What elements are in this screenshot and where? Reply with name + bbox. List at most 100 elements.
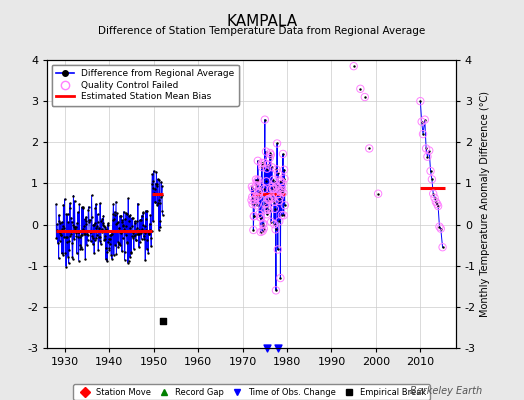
Point [114, 244, 123, 251]
Point [149, 218, 157, 224]
Point [130, 218, 139, 225]
Point [280, 175, 289, 182]
Point [271, 226, 280, 233]
Point [144, 250, 152, 256]
Point [250, 197, 259, 203]
Point [55, 212, 63, 218]
Point [101, 233, 109, 240]
Point [149, 168, 158, 174]
Point [78, 232, 86, 238]
Point [93, 211, 102, 218]
Point [148, 171, 157, 178]
Point [255, 192, 263, 199]
Point [257, 229, 265, 235]
Point [252, 183, 260, 190]
Point [261, 207, 270, 213]
Point [254, 158, 262, 164]
Point [127, 250, 135, 256]
Point [258, 228, 267, 234]
Point [90, 222, 98, 228]
Point [278, 185, 287, 191]
Point [435, 224, 444, 230]
Point [143, 208, 151, 214]
Point [273, 191, 281, 198]
Point [68, 239, 76, 246]
Point [254, 190, 263, 197]
Point [278, 180, 287, 186]
Point [57, 231, 66, 238]
Point [123, 239, 131, 246]
Point [98, 229, 106, 235]
Point [75, 229, 83, 236]
Point [139, 209, 147, 216]
Point [428, 176, 436, 182]
Point [81, 255, 90, 262]
Point [279, 212, 288, 218]
Point [279, 190, 288, 196]
Point [77, 244, 85, 250]
Point [64, 253, 72, 260]
Point [138, 221, 147, 228]
Point [118, 235, 127, 242]
Point [154, 200, 162, 206]
Point [133, 230, 141, 237]
Point [86, 229, 95, 235]
Point [276, 275, 285, 281]
Point [83, 242, 91, 248]
Point [136, 239, 144, 246]
Point [107, 232, 115, 238]
Point [74, 257, 83, 264]
Point [141, 230, 149, 236]
Point [74, 209, 82, 215]
Point [258, 160, 266, 166]
Point [106, 240, 115, 247]
Point [279, 151, 287, 157]
Point [262, 148, 270, 155]
Point [268, 184, 277, 190]
Point [256, 214, 264, 220]
Point [84, 204, 93, 210]
Point [111, 212, 119, 219]
Point [108, 256, 116, 262]
Point [52, 235, 61, 241]
Point [145, 231, 153, 238]
Point [269, 186, 277, 192]
Point [133, 218, 141, 225]
Point [259, 221, 267, 228]
Point [254, 176, 263, 183]
Point [280, 166, 288, 173]
Point [137, 236, 146, 242]
Point [147, 228, 156, 234]
Point [96, 200, 104, 207]
Point [276, 194, 284, 201]
Point [99, 220, 107, 226]
Point [84, 232, 92, 239]
Point [152, 169, 160, 175]
Point [272, 166, 280, 172]
Point [87, 228, 95, 235]
Point [264, 161, 272, 168]
Point [439, 244, 447, 250]
Point [151, 180, 160, 187]
Point [105, 245, 113, 252]
Point [121, 256, 129, 263]
Point [103, 248, 111, 255]
Point [90, 250, 99, 256]
Point [273, 191, 281, 198]
Point [96, 234, 105, 240]
Point [67, 230, 75, 237]
Point [75, 201, 83, 207]
Point [247, 197, 256, 203]
Point [276, 178, 284, 185]
Point [114, 240, 123, 247]
Point [119, 222, 127, 228]
Point [70, 236, 79, 242]
Point [436, 226, 445, 232]
Point [253, 178, 261, 184]
Point [102, 226, 111, 232]
Point [131, 220, 139, 226]
Point [136, 228, 145, 235]
Point [144, 229, 152, 236]
Point [249, 227, 258, 233]
Point [85, 217, 93, 224]
